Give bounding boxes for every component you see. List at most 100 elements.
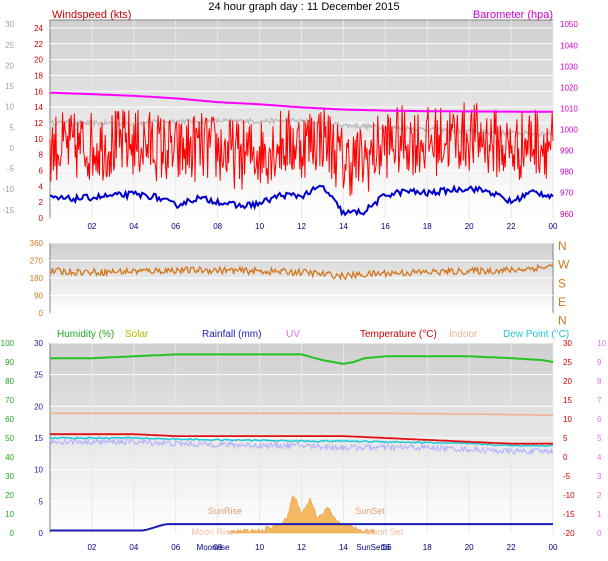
wind-y-tick-label: 10 bbox=[34, 135, 43, 144]
humidity-y-tick-label: 0 bbox=[10, 529, 15, 538]
uv-y-tick-label: 2 bbox=[597, 491, 602, 500]
wind-x-tick-label: 12 bbox=[297, 222, 306, 231]
direction-y-tick-label: 90 bbox=[34, 292, 43, 301]
sunset-annotation: SunSet bbox=[355, 506, 385, 516]
temp-y-tick-label: 10 bbox=[563, 415, 572, 424]
baro-y-tick-label: 1010 bbox=[560, 104, 578, 113]
uv-y-tick-label: 5 bbox=[597, 434, 602, 443]
rain-y-tick-label: 15 bbox=[34, 434, 43, 443]
compass-label: N bbox=[558, 314, 567, 328]
wind-y-tick-label: 6 bbox=[39, 166, 44, 175]
baro-y-tick-label: 1000 bbox=[560, 126, 578, 135]
humidity-x-tick-label: 12 bbox=[297, 543, 306, 552]
wind-y-tick-label: 0 bbox=[39, 214, 44, 223]
humidity-x-tick-label: 16 bbox=[381, 543, 390, 552]
uv-y-tick-label: 9 bbox=[597, 358, 602, 367]
temp-y-tick-label: -20 bbox=[563, 529, 575, 538]
wind-y-tick-label: 20 bbox=[34, 56, 43, 65]
wind-x-tick-label: 00 bbox=[549, 222, 558, 231]
wind-x-tick-label: 10 bbox=[255, 222, 264, 231]
wind-x-tick-label: 16 bbox=[381, 222, 390, 231]
wind-y-tick-label: 2 bbox=[39, 198, 44, 207]
uv-y-tick-label: 3 bbox=[597, 472, 602, 481]
temp-y-tick-label: -10 bbox=[563, 491, 575, 500]
direction-y-tick-label: 180 bbox=[30, 274, 44, 283]
baro-y-tick-label: 990 bbox=[560, 147, 574, 156]
humidity-x-tick-label: 06 bbox=[171, 543, 180, 552]
rain-y-tick-label: 0 bbox=[39, 529, 44, 538]
direction-y-tick-label: 270 bbox=[30, 257, 44, 266]
humidity-y-tick-label: 40 bbox=[5, 453, 14, 462]
wind-direction-line bbox=[49, 263, 554, 282]
wind-x-tick-label: 18 bbox=[423, 222, 432, 231]
humidity-y-tick-label: 100 bbox=[1, 339, 15, 348]
barometer-axis-label: Barometer (hpa) bbox=[473, 9, 553, 21]
temp-y-tick-label: 0 bbox=[563, 453, 568, 462]
humidity-x-tick-label: 14 bbox=[339, 543, 348, 552]
outer-temperature-line bbox=[49, 117, 554, 138]
wind-x-tick-label: 14 bbox=[339, 222, 348, 231]
compass-label: S bbox=[558, 276, 566, 290]
outer-y-tick-label: 10 bbox=[5, 103, 14, 112]
temp-y-tick-label: 15 bbox=[563, 396, 572, 405]
moonset-annotation: Moon Set bbox=[365, 527, 404, 537]
humidity-x-tick-label: 00 bbox=[549, 543, 558, 552]
sunset16-x-label: SunSet16 bbox=[356, 543, 392, 552]
uv-y-tick-label: 4 bbox=[597, 453, 602, 462]
uv-y-tick-label: 6 bbox=[597, 415, 602, 424]
wind-y-tick-label: 18 bbox=[34, 71, 43, 80]
wind-x-tick-label: 20 bbox=[465, 222, 474, 231]
wind-average-line bbox=[50, 184, 554, 217]
wind-x-tick-label: 22 bbox=[507, 222, 516, 231]
rain-y-tick-label: 5 bbox=[39, 497, 44, 506]
humidity-y-tick-label: 20 bbox=[5, 491, 14, 500]
moonrise-x-label: Moonrise bbox=[197, 543, 230, 552]
sunrise-annotation: SunRise bbox=[208, 506, 242, 516]
outer-y-tick-label: -15 bbox=[2, 206, 14, 215]
uv-y-tick-label: 0 bbox=[597, 529, 602, 538]
compass-label: W bbox=[558, 258, 570, 272]
temp-y-tick-label: 25 bbox=[563, 358, 572, 367]
outer-y-tick-label: 20 bbox=[5, 61, 14, 70]
wind-y-tick-label: 8 bbox=[39, 151, 44, 160]
wind-x-tick-label: 04 bbox=[129, 222, 138, 231]
baro-y-tick-label: 1020 bbox=[560, 83, 578, 92]
wind-y-tick-label: 14 bbox=[34, 103, 43, 112]
rain-y-tick-label: 25 bbox=[34, 371, 43, 380]
rain-y-tick-label: 30 bbox=[34, 339, 43, 348]
humidity-x-tick-label: 04 bbox=[129, 543, 138, 552]
humidity-label: Humidity (%) bbox=[57, 329, 114, 340]
outer-y-tick-label: 30 bbox=[5, 20, 14, 29]
humidity-y-tick-label: 70 bbox=[5, 396, 14, 405]
humidity-x-tick-label: 22 bbox=[507, 543, 516, 552]
uv-y-tick-label: 1 bbox=[597, 510, 602, 519]
wind-y-tick-label: 16 bbox=[34, 87, 43, 96]
baro-y-tick-label: 970 bbox=[560, 189, 574, 198]
temp-y-tick-label: 20 bbox=[563, 377, 572, 386]
moonrise-annotation: Moon Rise bbox=[191, 527, 234, 537]
windspeed-axis-label: Windspeed (kts) bbox=[52, 9, 131, 21]
wind-y-tick-label: 24 bbox=[34, 24, 43, 33]
humidity-x-tick-label: 20 bbox=[465, 543, 474, 552]
temperature-line bbox=[50, 433, 553, 445]
humidity-x-tick-label: 02 bbox=[87, 543, 96, 552]
wind-x-tick-label: 08 bbox=[213, 222, 222, 231]
humidity-y-tick-label: 80 bbox=[5, 377, 14, 386]
outer-y-tick-label: 25 bbox=[5, 41, 14, 50]
humidity-y-tick-label: 90 bbox=[5, 358, 14, 367]
temperature-label: Temperature (°C) bbox=[360, 329, 437, 340]
humidity-x-tick-label: 08 bbox=[213, 543, 222, 552]
humidity-y-tick-label: 10 bbox=[5, 510, 14, 519]
humidity-y-tick-label: 30 bbox=[5, 472, 14, 481]
indoor-label: Indoor bbox=[449, 329, 478, 340]
direction-y-tick-label: 0 bbox=[39, 309, 44, 318]
baro-y-tick-label: 1050 bbox=[560, 20, 578, 29]
humidity-x-tick-label: 10 bbox=[255, 543, 264, 552]
rainfall-line bbox=[50, 523, 553, 532]
dew-point-label: Dew Point (°C) bbox=[503, 329, 569, 340]
wind-y-tick-label: 4 bbox=[39, 182, 44, 191]
humidity-line bbox=[50, 353, 554, 365]
humidity-y-tick-label: 50 bbox=[5, 434, 14, 443]
humidity-x-tick-label: 18 bbox=[423, 543, 432, 552]
